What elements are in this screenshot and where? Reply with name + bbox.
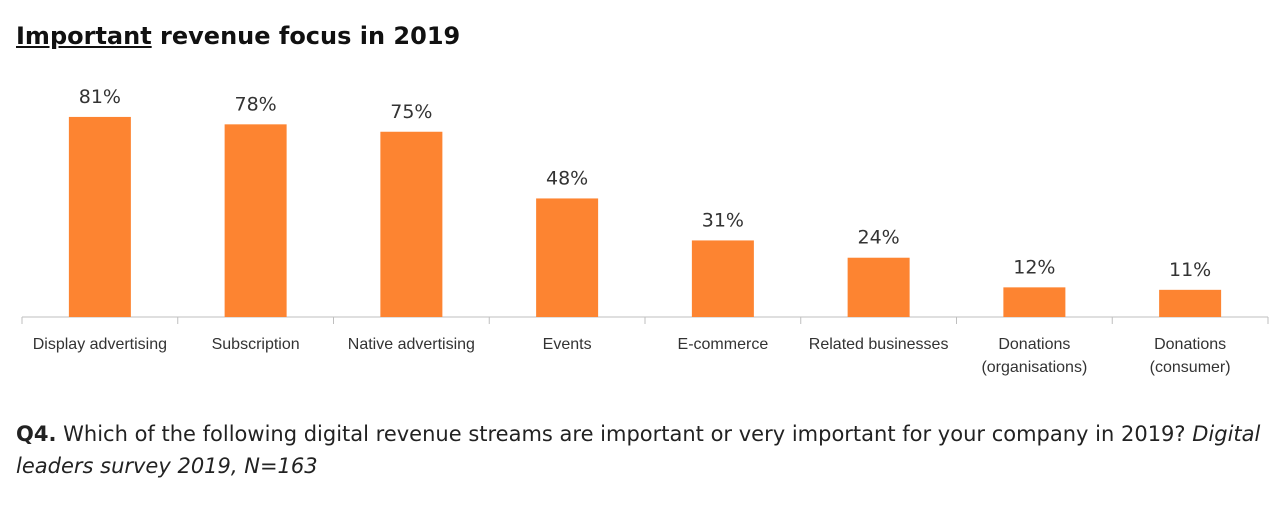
bar	[1159, 289, 1222, 317]
value-label: 48%	[546, 167, 588, 189]
source: Digital leaders survey 2019, N=163	[16, 422, 1261, 478]
x-tick-label: Native advertising	[347, 336, 475, 353]
bar	[847, 257, 910, 317]
title-emphasis: Important	[16, 22, 152, 50]
x-tick-label: Related businesses	[808, 336, 949, 353]
chart-title: Important revenue focus in 2019	[16, 22, 460, 50]
x-tick-label: E-commerce	[677, 336, 769, 353]
x-tick-label: Display advertising	[32, 336, 168, 353]
x-tick-label: Donations (consumer)	[1149, 336, 1231, 376]
value-label: 78%	[235, 93, 277, 115]
value-label: 12%	[1013, 256, 1055, 278]
caption: Q4. Which of the following digital reven…	[16, 418, 1266, 482]
bar	[691, 240, 754, 317]
bar	[536, 198, 599, 317]
question: Which of the following digital revenue s…	[63, 422, 1186, 446]
x-tick-label: Subscription	[211, 336, 300, 353]
value-label: 24%	[858, 227, 900, 249]
bar	[68, 116, 131, 318]
value-label: 81%	[79, 86, 121, 108]
value-label: 11%	[1169, 259, 1211, 281]
x-tick-label: Events	[542, 336, 592, 353]
bar	[1003, 287, 1066, 317]
bar	[380, 131, 443, 317]
bar	[224, 124, 287, 317]
value-label: 31%	[702, 209, 744, 231]
question-number: Q4.	[16, 422, 57, 446]
x-tick-label: Donations (organisations)	[981, 336, 1088, 376]
value-label: 75%	[390, 101, 432, 123]
title-rest: revenue focus in 2019	[160, 22, 461, 50]
